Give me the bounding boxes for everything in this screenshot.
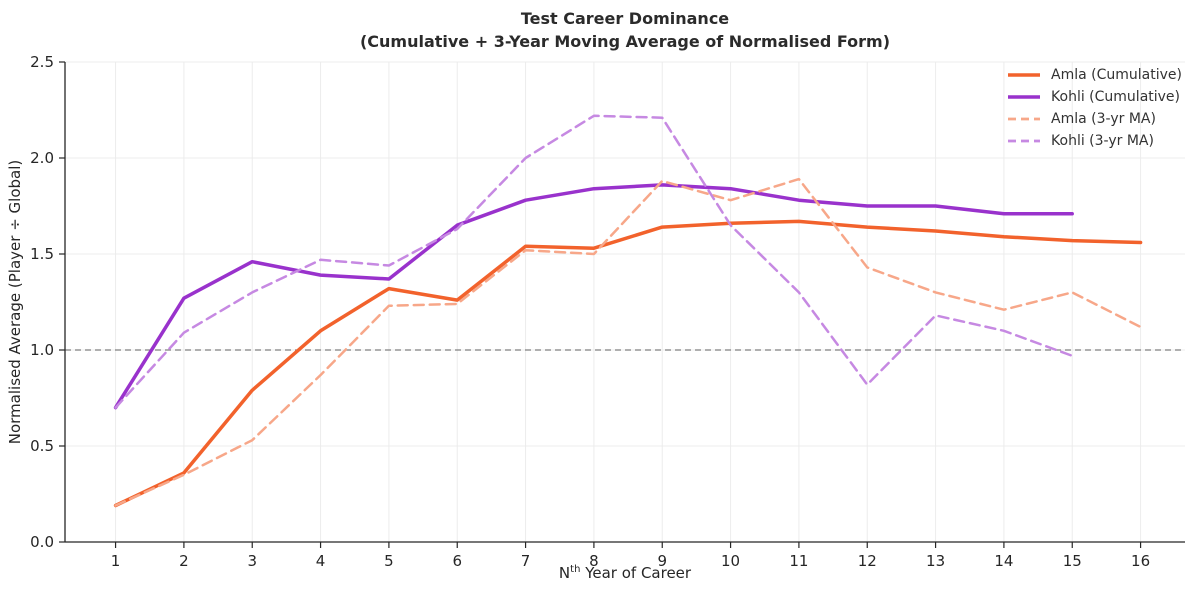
x-tick-label: 13 [926, 552, 945, 570]
chart-title-block: Test Career Dominance (Cumulative + 3-Ye… [65, 7, 1185, 53]
legend-item: Amla (Cumulative) [1007, 66, 1182, 84]
x-axis-label-prefix: N [558, 564, 571, 582]
legend-item: Amla (3-yr MA) [1007, 110, 1182, 128]
legend-line-swatch-icon [1008, 95, 1041, 99]
x-tick-label: 16 [1131, 552, 1150, 570]
x-tick-label: 2 [179, 552, 189, 570]
chart-title: Test Career Dominance [520, 9, 730, 28]
x-tick-label: 7 [521, 552, 531, 570]
series-line-kohli-cumulative [113, 183, 1074, 410]
x-tick-label: 11 [789, 552, 808, 570]
x-tick-label: 3 [247, 552, 257, 570]
legend-label: Kohli (Cumulative) [1051, 89, 1181, 105]
chart-subtitle: (Cumulative + 3-Year Moving Average of N… [359, 32, 891, 51]
series-line-kohli-3-yr-ma [114, 114, 1074, 409]
y-tick-label: 1.5 [30, 245, 54, 263]
y-tick-label: 2.5 [30, 53, 54, 71]
x-tick-label: 8 [589, 552, 599, 570]
y-tick-label: 0.0 [30, 533, 54, 551]
series-line-amla-3-yr-ma [114, 177, 1142, 507]
legend-line-swatch-icon [1008, 73, 1041, 77]
y-tick-label: 1.0 [30, 341, 54, 359]
x-tick-label: 4 [316, 552, 326, 570]
series-line-amla-cumulative [113, 219, 1143, 508]
x-tick-label: 12 [858, 552, 877, 570]
y-axis-label: Normalised Average (Player ÷ Global) [6, 159, 24, 445]
x-tick-label: 15 [1063, 552, 1082, 570]
x-axis-label-rest: Year of Career [580, 564, 692, 582]
x-tick-label: 14 [994, 552, 1013, 570]
x-tick-label: 1 [111, 552, 121, 570]
legend-item: Kohli (3-yr MA) [1007, 132, 1182, 150]
legend-line-swatch-icon [1008, 117, 1041, 121]
y-tick-label: 0.5 [30, 437, 54, 455]
x-tick-label: 5 [384, 552, 394, 570]
x-axis-label: Nth Year of Career [65, 564, 1185, 582]
x-tick-label: 10 [721, 552, 740, 570]
y-tick-label: 2.0 [30, 149, 54, 167]
legend-label: Amla (3-yr MA) [1051, 111, 1156, 127]
legend-label: Kohli (3-yr MA) [1051, 133, 1154, 149]
x-tick-label: 6 [452, 552, 462, 570]
x-tick-label: 9 [657, 552, 667, 570]
legend-label: Amla (Cumulative) [1051, 67, 1182, 83]
legend-line-swatch-icon [1008, 139, 1041, 143]
legend-item: Kohli (Cumulative) [1007, 88, 1182, 106]
legend: Amla (Cumulative) Kohli (Cumulative) Amla … [1007, 66, 1182, 150]
x-axis-label-superscript: th [570, 564, 581, 575]
